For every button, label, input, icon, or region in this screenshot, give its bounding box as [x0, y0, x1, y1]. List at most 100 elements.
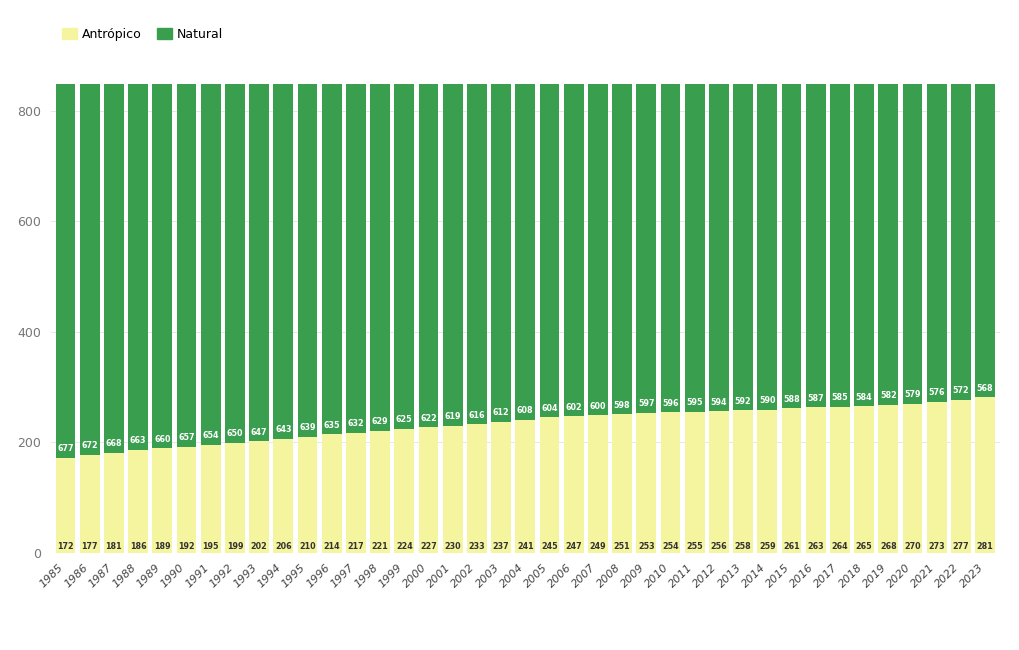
Text: 650: 650 [226, 429, 243, 438]
Text: 594: 594 [710, 398, 727, 407]
Legend: Antrópico, Natural: Antrópico, Natural [57, 23, 228, 46]
Text: 647: 647 [251, 428, 267, 437]
Bar [370, 83, 389, 430]
Text: 245: 245 [541, 542, 557, 551]
Text: 268: 268 [879, 542, 896, 551]
Bar [587, 84, 607, 415]
Text: 210: 210 [299, 542, 316, 551]
Text: 632: 632 [347, 419, 364, 428]
Bar [418, 427, 438, 552]
Text: 261: 261 [783, 542, 799, 551]
Text: 206: 206 [275, 542, 291, 551]
Bar [974, 84, 994, 397]
Text: 643: 643 [275, 426, 291, 434]
Bar [298, 84, 317, 437]
Bar [564, 84, 583, 416]
Bar [370, 430, 389, 552]
Text: 199: 199 [226, 542, 243, 551]
Text: 195: 195 [202, 542, 219, 551]
Text: 600: 600 [589, 402, 605, 411]
Text: 263: 263 [807, 542, 823, 551]
Text: 602: 602 [565, 403, 582, 412]
Bar [950, 84, 970, 400]
Text: 281: 281 [976, 542, 993, 551]
Text: 588: 588 [783, 395, 799, 404]
Text: 592: 592 [734, 396, 751, 406]
Bar [805, 83, 824, 408]
Text: 265: 265 [855, 542, 871, 551]
Text: 181: 181 [106, 542, 122, 551]
Text: 253: 253 [637, 542, 654, 551]
Bar [442, 84, 463, 426]
Text: 186: 186 [129, 542, 147, 551]
Text: 672: 672 [82, 441, 98, 450]
Text: 258: 258 [734, 542, 751, 551]
Bar [733, 83, 752, 410]
Text: 177: 177 [82, 542, 98, 551]
Text: 237: 237 [492, 542, 508, 551]
Bar [394, 84, 414, 429]
Bar [298, 437, 317, 552]
Bar [829, 84, 849, 407]
Text: 654: 654 [202, 432, 219, 441]
Text: 598: 598 [613, 400, 630, 410]
Text: 247: 247 [565, 542, 582, 551]
Bar [128, 450, 148, 552]
Bar [491, 84, 511, 422]
Bar [249, 441, 269, 552]
Text: 568: 568 [976, 384, 993, 393]
Text: 582: 582 [879, 391, 896, 400]
Text: 264: 264 [830, 542, 848, 551]
Text: 241: 241 [517, 542, 533, 551]
Bar [757, 410, 776, 552]
Bar [152, 448, 172, 552]
Bar [442, 426, 463, 552]
Text: 277: 277 [952, 542, 968, 551]
Text: 635: 635 [323, 421, 339, 430]
Bar [708, 411, 729, 552]
Bar [515, 84, 535, 419]
Bar [660, 412, 680, 552]
Text: 249: 249 [589, 542, 605, 551]
Text: 657: 657 [178, 433, 195, 442]
Bar [853, 84, 873, 406]
Bar [926, 402, 946, 552]
Bar [56, 84, 75, 458]
Text: 256: 256 [710, 542, 727, 551]
Bar [636, 413, 655, 552]
Bar [611, 84, 632, 414]
Bar [587, 415, 607, 552]
Text: 596: 596 [661, 399, 678, 408]
Bar [684, 83, 704, 412]
Bar [636, 83, 655, 413]
Text: 625: 625 [395, 415, 413, 424]
Bar [345, 84, 366, 433]
Bar [733, 410, 752, 552]
Bar [757, 84, 776, 410]
Text: 597: 597 [638, 400, 654, 408]
Bar [201, 84, 220, 445]
Text: 604: 604 [541, 404, 557, 413]
Bar [128, 84, 148, 450]
Bar [79, 84, 100, 455]
Bar [877, 405, 898, 552]
Text: 230: 230 [444, 542, 461, 551]
Text: 579: 579 [904, 390, 920, 399]
Bar [781, 84, 801, 408]
Text: 233: 233 [468, 542, 485, 551]
Text: 189: 189 [154, 542, 170, 551]
Bar [611, 414, 632, 552]
Bar [345, 433, 366, 552]
Bar [394, 429, 414, 552]
Text: 172: 172 [57, 542, 73, 551]
Bar [974, 397, 994, 552]
Bar [684, 412, 704, 552]
Bar [491, 422, 511, 552]
Bar [877, 83, 898, 405]
Bar [273, 84, 292, 439]
Bar [829, 407, 849, 552]
Text: 259: 259 [758, 542, 774, 551]
Bar [176, 447, 197, 552]
Bar [467, 424, 486, 552]
Bar [176, 84, 197, 447]
